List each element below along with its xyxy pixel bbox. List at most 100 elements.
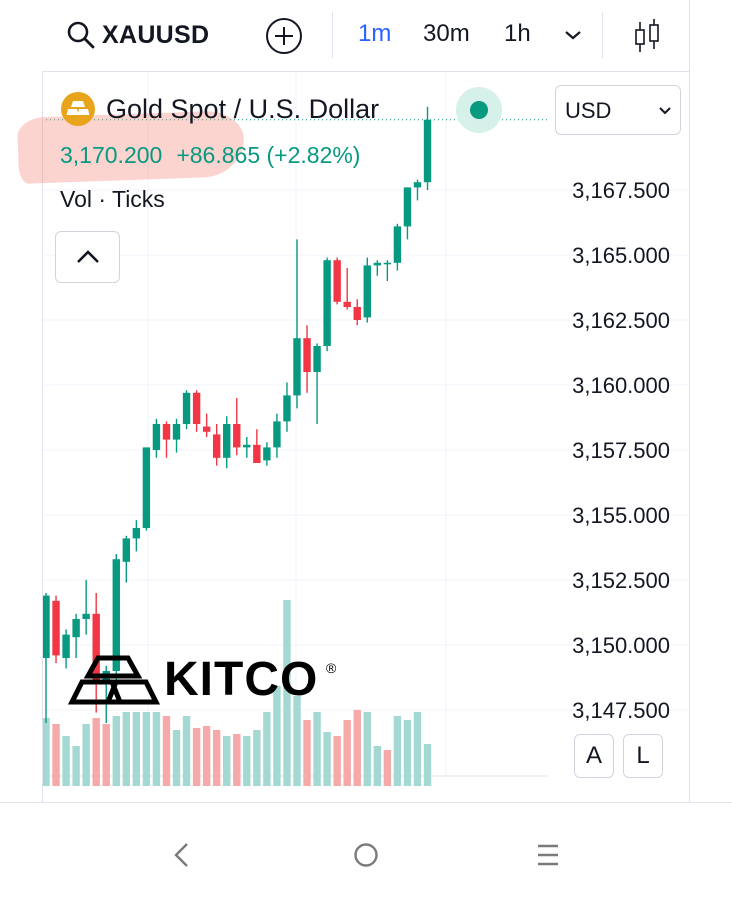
volume-bar xyxy=(383,750,392,786)
registered-mark: ® xyxy=(326,660,337,676)
home-icon[interactable] xyxy=(346,835,386,875)
back-icon[interactable] xyxy=(162,835,202,875)
candle xyxy=(92,593,100,713)
volume-bar xyxy=(122,712,131,786)
candle-body xyxy=(152,424,161,450)
candle-body xyxy=(263,447,271,461)
volume-bar xyxy=(102,724,110,786)
interval-1m[interactable]: 1m xyxy=(358,20,392,47)
candle xyxy=(112,554,120,684)
volume-bar xyxy=(263,712,271,786)
volume-bar xyxy=(323,732,331,786)
volume-bar xyxy=(132,712,141,786)
last-price: 3,170.200 xyxy=(60,142,163,168)
candlestick-icon[interactable] xyxy=(629,16,665,56)
candle xyxy=(243,437,251,458)
candle xyxy=(393,223,402,271)
live-dot-icon xyxy=(470,101,488,119)
toolbar-separator xyxy=(602,12,603,58)
candle xyxy=(52,595,60,664)
volume-bar xyxy=(243,736,251,786)
candle-body xyxy=(82,613,90,619)
volume-bar xyxy=(293,696,301,786)
volume-bar xyxy=(303,720,311,786)
candle-body xyxy=(393,226,402,263)
symbol-search[interactable]: XAUUSD xyxy=(66,18,209,52)
price-tick-label: 3,167.500 xyxy=(572,178,670,203)
candle xyxy=(323,257,331,352)
candle xyxy=(253,429,261,463)
chart-frame-right xyxy=(689,0,690,802)
price-tick-label: 3,152.500 xyxy=(572,568,670,593)
market-open-indicator[interactable] xyxy=(456,87,502,133)
candle-body xyxy=(283,395,291,422)
price-change-pct: (+2.82%) xyxy=(266,142,361,168)
collapse-legend-button[interactable] xyxy=(55,231,120,283)
candle-body xyxy=(253,444,261,463)
volume-bar xyxy=(172,730,181,786)
candle xyxy=(283,382,291,432)
interval-30m[interactable]: 30m xyxy=(423,20,470,47)
log-scale-button[interactable]: L xyxy=(623,734,663,778)
candle-body xyxy=(142,447,151,528)
currency-value: USD xyxy=(565,98,612,123)
auto-scale-button[interactable]: A xyxy=(574,734,614,778)
candle xyxy=(343,268,351,310)
volume-bar xyxy=(212,730,221,786)
price-tick-label: 3,147.500 xyxy=(572,698,670,723)
candle xyxy=(363,257,371,323)
currency-select[interactable]: USD xyxy=(555,85,681,135)
top-toolbar: XAUUSD 1m 30m 1h xyxy=(42,0,690,72)
volume-legend[interactable]: Vol · Ticks xyxy=(60,186,165,212)
candle-body xyxy=(353,307,361,320)
volume-bar xyxy=(62,736,70,786)
legend-title[interactable]: Gold Spot / U.S. Dollar xyxy=(60,90,379,128)
candle xyxy=(303,325,311,393)
recents-icon[interactable] xyxy=(528,835,568,875)
candle xyxy=(122,535,131,583)
candle-body xyxy=(313,346,321,372)
price-change: +86.865 (+2.82%) xyxy=(176,142,360,169)
candle-body xyxy=(403,187,412,227)
candle xyxy=(353,299,361,326)
candle xyxy=(313,343,321,424)
interval-1h[interactable]: 1h xyxy=(504,20,531,47)
candle xyxy=(233,398,241,456)
candle xyxy=(82,580,90,635)
plus-circle-icon[interactable] xyxy=(264,16,304,56)
volume-bar xyxy=(152,712,161,786)
candle-body xyxy=(172,424,181,440)
volume-bar xyxy=(373,746,382,786)
chart-frame-left xyxy=(42,72,43,802)
candle-body xyxy=(62,634,70,658)
candle-body xyxy=(243,444,251,448)
candle-body xyxy=(273,421,281,448)
volume-bar xyxy=(333,736,341,786)
chevron-down-icon xyxy=(659,107,671,115)
candle-body xyxy=(363,265,371,318)
legend-values: 3,170.200 +86.865 (+2.82%) xyxy=(60,142,360,169)
candle-body xyxy=(72,619,80,638)
candle-body xyxy=(212,434,221,458)
candle xyxy=(333,257,341,305)
candles xyxy=(42,106,432,723)
price-tick-label: 3,165.000 xyxy=(572,243,670,268)
candle xyxy=(72,613,80,658)
candle xyxy=(162,421,171,458)
toolbar-separator xyxy=(332,12,333,58)
volume-bar xyxy=(273,686,281,786)
chart-frame-bottom xyxy=(0,802,732,803)
chevron-up-icon xyxy=(77,250,99,263)
candle-body xyxy=(162,424,171,440)
volume-bar xyxy=(403,720,412,786)
volume-bar xyxy=(42,718,50,786)
volume-bar xyxy=(223,736,231,786)
candlestick-chart[interactable]: 3,147.500 3,150.000 3,152.500 3,155.000 3,15… xyxy=(0,0,732,802)
candle-body xyxy=(202,426,211,432)
price-axis: 3,147.500 3,150.000 3,152.500 3,155.000 3,15… xyxy=(572,178,670,723)
chevron-down-icon[interactable] xyxy=(560,22,586,48)
volume-bar xyxy=(423,744,432,786)
candle xyxy=(172,418,181,453)
volume-bars xyxy=(42,600,432,786)
candle xyxy=(62,629,70,669)
